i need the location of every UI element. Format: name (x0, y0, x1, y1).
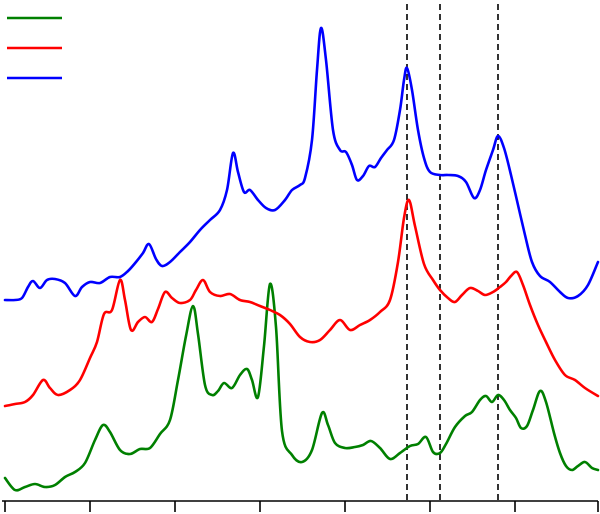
series-line-2 (3, 198, 600, 408)
series-line-1 (3, 282, 600, 492)
series-layer (3, 26, 600, 492)
legend (7, 16, 62, 80)
x-axis (2, 500, 599, 512)
series-line-3 (3, 26, 600, 302)
reference-lines (406, 4, 499, 500)
